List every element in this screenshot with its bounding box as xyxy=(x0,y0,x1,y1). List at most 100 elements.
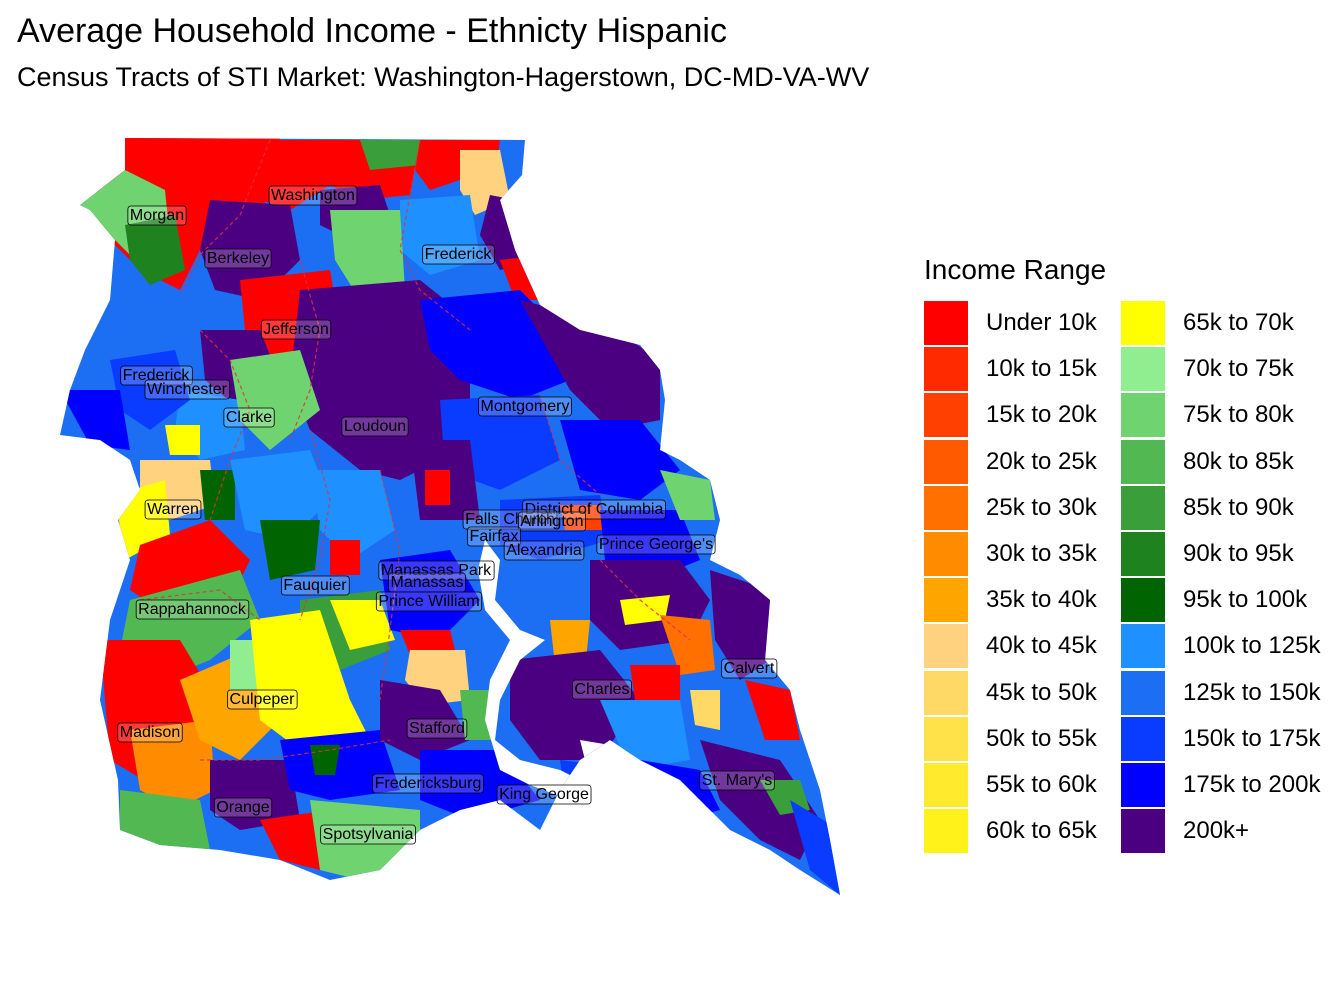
tract-region xyxy=(460,690,495,740)
legend-label: 70k to 75k xyxy=(1183,355,1294,382)
county-label-text: Fauquier xyxy=(283,577,347,594)
county-borders xyxy=(139,139,691,761)
county-label: Jefferson xyxy=(260,319,332,340)
county-label-box xyxy=(223,407,275,428)
county-label-box xyxy=(127,205,187,226)
legend-label: 150k to 175k xyxy=(1183,725,1321,752)
legend-swatch xyxy=(924,763,968,807)
county-label-box xyxy=(204,248,272,269)
county-label: Madison xyxy=(117,722,183,743)
county-label: Winchester xyxy=(144,379,231,400)
county-label: Fredericksburg xyxy=(372,773,484,794)
legend-label: 15k to 20k xyxy=(986,401,1097,428)
county-label-box xyxy=(117,722,183,743)
tract-region xyxy=(620,595,670,625)
tract-region xyxy=(510,650,640,760)
county-label: Prince William xyxy=(375,591,483,612)
county-label-box xyxy=(462,509,558,530)
tract-region xyxy=(710,570,770,680)
legend-label: 30k to 35k xyxy=(986,540,1097,567)
county-label: King George xyxy=(496,784,592,805)
tract-region xyxy=(230,450,330,540)
county-label: Manassas xyxy=(388,572,466,593)
county-label-text: Jefferson xyxy=(263,321,329,338)
tract-region xyxy=(280,730,400,800)
legend-swatch xyxy=(924,440,968,484)
county-label-text: Calvert xyxy=(724,660,775,677)
legend-label: 60k to 65k xyxy=(986,817,1097,844)
legend-label: 65k to 70k xyxy=(1183,309,1294,336)
tract-region xyxy=(230,350,320,450)
county-label-text: Berkeley xyxy=(207,250,269,267)
tract-region xyxy=(380,680,470,760)
county-label-box xyxy=(227,689,298,710)
tract-region xyxy=(660,470,715,520)
county-label-box xyxy=(406,718,468,739)
county-label: Charles xyxy=(572,679,632,700)
legend-swatch xyxy=(924,301,968,345)
legend-swatch xyxy=(924,671,968,715)
legend-label: 50k to 55k xyxy=(986,725,1097,752)
tract-region xyxy=(690,690,720,730)
county-label-box xyxy=(341,416,409,437)
tract-region xyxy=(330,320,420,430)
tract-region xyxy=(310,470,395,560)
tract-region xyxy=(560,420,680,500)
county-label-text: King George xyxy=(499,786,589,803)
county-label: Falls Church xyxy=(462,509,558,530)
county-label: District of Columbia xyxy=(522,499,666,520)
legend-label: 20k to 25k xyxy=(986,448,1097,475)
county-label-text: Madison xyxy=(120,724,180,741)
tract-region xyxy=(560,505,605,530)
tract-region xyxy=(330,210,405,300)
county-label-box xyxy=(144,499,202,520)
legend-swatch xyxy=(924,809,968,853)
county-label: Culpeper xyxy=(227,689,298,710)
tract-region xyxy=(200,200,300,300)
county-label-text: Stafford xyxy=(409,720,465,737)
legend-label: Under 10k xyxy=(986,309,1097,336)
tract-region xyxy=(310,745,340,775)
legend-title: Income Range xyxy=(924,254,1107,285)
tract-region xyxy=(110,350,190,430)
legend-label: 40k to 45k xyxy=(986,632,1097,659)
county-label-text: Washington xyxy=(271,187,355,204)
map-title: Average Household Income - Ethnicty Hisp… xyxy=(17,12,727,50)
legend-label: 125k to 150k xyxy=(1183,679,1321,706)
legend-swatch xyxy=(924,393,968,437)
legend-label: 10k to 15k xyxy=(986,355,1097,382)
county-label-box xyxy=(518,511,586,532)
county-label-text: District of Columbia xyxy=(525,501,664,518)
county-label-text: Loudoun xyxy=(344,418,406,435)
county-label: Stafford xyxy=(406,718,468,739)
county-label-box xyxy=(522,499,666,520)
legend-label: 35k to 40k xyxy=(986,586,1097,613)
county-label: Prince George's xyxy=(596,534,716,555)
legend-swatch xyxy=(1121,809,1165,853)
county-label-box xyxy=(496,784,592,805)
legend-label: 75k to 80k xyxy=(1183,401,1294,428)
legend-swatch xyxy=(1121,440,1165,484)
county-label: Alexandria xyxy=(503,540,585,561)
legend-label: 90k to 95k xyxy=(1183,540,1294,567)
county-label-text: Clarke xyxy=(226,409,272,426)
county-label: Clarke xyxy=(223,407,275,428)
county-label-box xyxy=(721,658,778,679)
county-label-box xyxy=(422,244,495,265)
county-label-box xyxy=(375,591,483,612)
county-label-box xyxy=(268,185,358,206)
legend-swatch xyxy=(1121,763,1165,807)
tract-region xyxy=(700,740,820,860)
county-label-box xyxy=(135,599,250,620)
potomac-river xyxy=(478,540,600,800)
county-label-box xyxy=(572,679,632,700)
county-label-text: Orange xyxy=(216,799,269,816)
county-label-box xyxy=(478,396,572,417)
tract-region xyxy=(520,300,660,430)
legend-swatch xyxy=(924,717,968,761)
tract-region xyxy=(130,720,215,810)
legend-label: 95k to 100k xyxy=(1183,586,1308,613)
county-label-text: Prince William xyxy=(378,593,479,610)
legend-swatch xyxy=(1121,486,1165,530)
